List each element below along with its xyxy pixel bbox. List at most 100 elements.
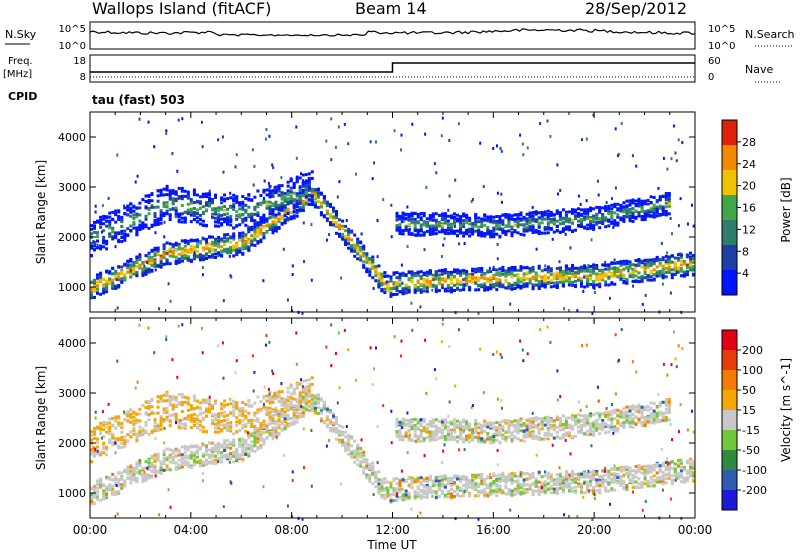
velocity-cell [208, 441, 211, 445]
velocity-cell [111, 478, 115, 482]
power-cell [244, 246, 248, 250]
velocity-cell [123, 484, 127, 488]
power-cell [571, 218, 574, 222]
power-cell [450, 216, 453, 220]
power-cell [443, 271, 447, 275]
power-cell [552, 284, 556, 288]
power-cell [419, 277, 423, 281]
power-cell [640, 201, 644, 205]
velocity-cell [223, 455, 227, 459]
power-cell [477, 276, 481, 280]
velocity-cell [359, 455, 363, 459]
power-cell [437, 281, 441, 285]
power-cell [625, 278, 629, 282]
power-cell [613, 270, 617, 274]
velocity-cell [335, 429, 338, 433]
velocity-cell [398, 490, 402, 493]
power-cell [389, 293, 393, 297]
velocity-cell [332, 429, 335, 433]
power-cell [211, 235, 214, 239]
power-cell [171, 252, 175, 255]
power-cell [371, 255, 375, 259]
power-cell [159, 213, 163, 217]
velocity-cell [144, 478, 148, 482]
velocity-cell [256, 434, 260, 438]
power-cell [483, 274, 487, 278]
freq-trace [90, 62, 695, 78]
power-cell [362, 260, 366, 264]
power-cell [395, 214, 399, 218]
power-cell [610, 214, 614, 218]
power-cell [634, 265, 638, 269]
power-cell [489, 229, 493, 233]
power-cell [592, 269, 596, 273]
power-cell [492, 283, 496, 287]
power-cell [496, 191, 499, 195]
power-cell [153, 252, 157, 255]
power-cell [622, 219, 626, 223]
power-cell [193, 251, 196, 255]
velocity-cell [474, 482, 478, 486]
power-cell [483, 288, 487, 292]
power-cell [329, 216, 332, 219]
power-cell [613, 258, 616, 262]
power-cell [235, 224, 239, 228]
power-cell [555, 277, 559, 281]
power-cell [589, 268, 593, 272]
velocity-cell [450, 484, 453, 487]
velocity-cell [96, 479, 99, 483]
power-cell [265, 230, 269, 234]
velocity-cell [401, 480, 405, 483]
power-cell [183, 254, 187, 257]
power-cell [483, 272, 487, 276]
power-cell [422, 212, 426, 215]
velocity-cell [501, 490, 505, 494]
power-cell [132, 266, 136, 270]
velocity-cell [232, 454, 236, 458]
velocity-cell [262, 439, 266, 443]
velocity-cell [138, 461, 142, 465]
power-cell [448, 194, 451, 198]
power-cell [480, 268, 484, 272]
power-cell [410, 213, 414, 217]
power-cell [292, 206, 296, 210]
power-cell [462, 219, 466, 223]
power-cell [613, 273, 617, 277]
power-cell [310, 203, 314, 207]
power-cell [289, 194, 293, 198]
power-cell [531, 276, 535, 280]
power-cell [214, 224, 217, 228]
velocity-cell [241, 448, 245, 452]
power-cell [613, 204, 617, 208]
power-cell [634, 274, 638, 278]
power-cell [453, 222, 456, 226]
velocity-cell [253, 431, 257, 435]
velocity-cell [344, 448, 348, 452]
velocity-cell [313, 401, 317, 405]
power-cell [640, 207, 644, 211]
power-cell [132, 261, 136, 265]
power-cell [205, 202, 208, 206]
power-cell [147, 120, 150, 124]
velocity-cell [325, 423, 329, 427]
power-cell [564, 279, 568, 283]
power-cell [135, 271, 139, 274]
power-cell [679, 255, 683, 259]
power-cell [244, 208, 248, 212]
power-cell [434, 232, 438, 236]
power-cell [489, 270, 493, 274]
power-cell [462, 222, 466, 226]
velocity-cell [347, 436, 351, 440]
velocity-cell [123, 479, 127, 483]
power-cell [389, 287, 393, 291]
power-cell [416, 215, 420, 219]
velocity-cell [368, 473, 372, 477]
velocity-cell [162, 450, 166, 454]
velocity-cell [434, 493, 438, 497]
power-cell [198, 206, 202, 210]
power-cell [525, 282, 529, 286]
power-cell [419, 290, 423, 294]
power-cell [120, 277, 124, 281]
power-cell [298, 208, 302, 212]
velocity-cell [247, 447, 251, 451]
